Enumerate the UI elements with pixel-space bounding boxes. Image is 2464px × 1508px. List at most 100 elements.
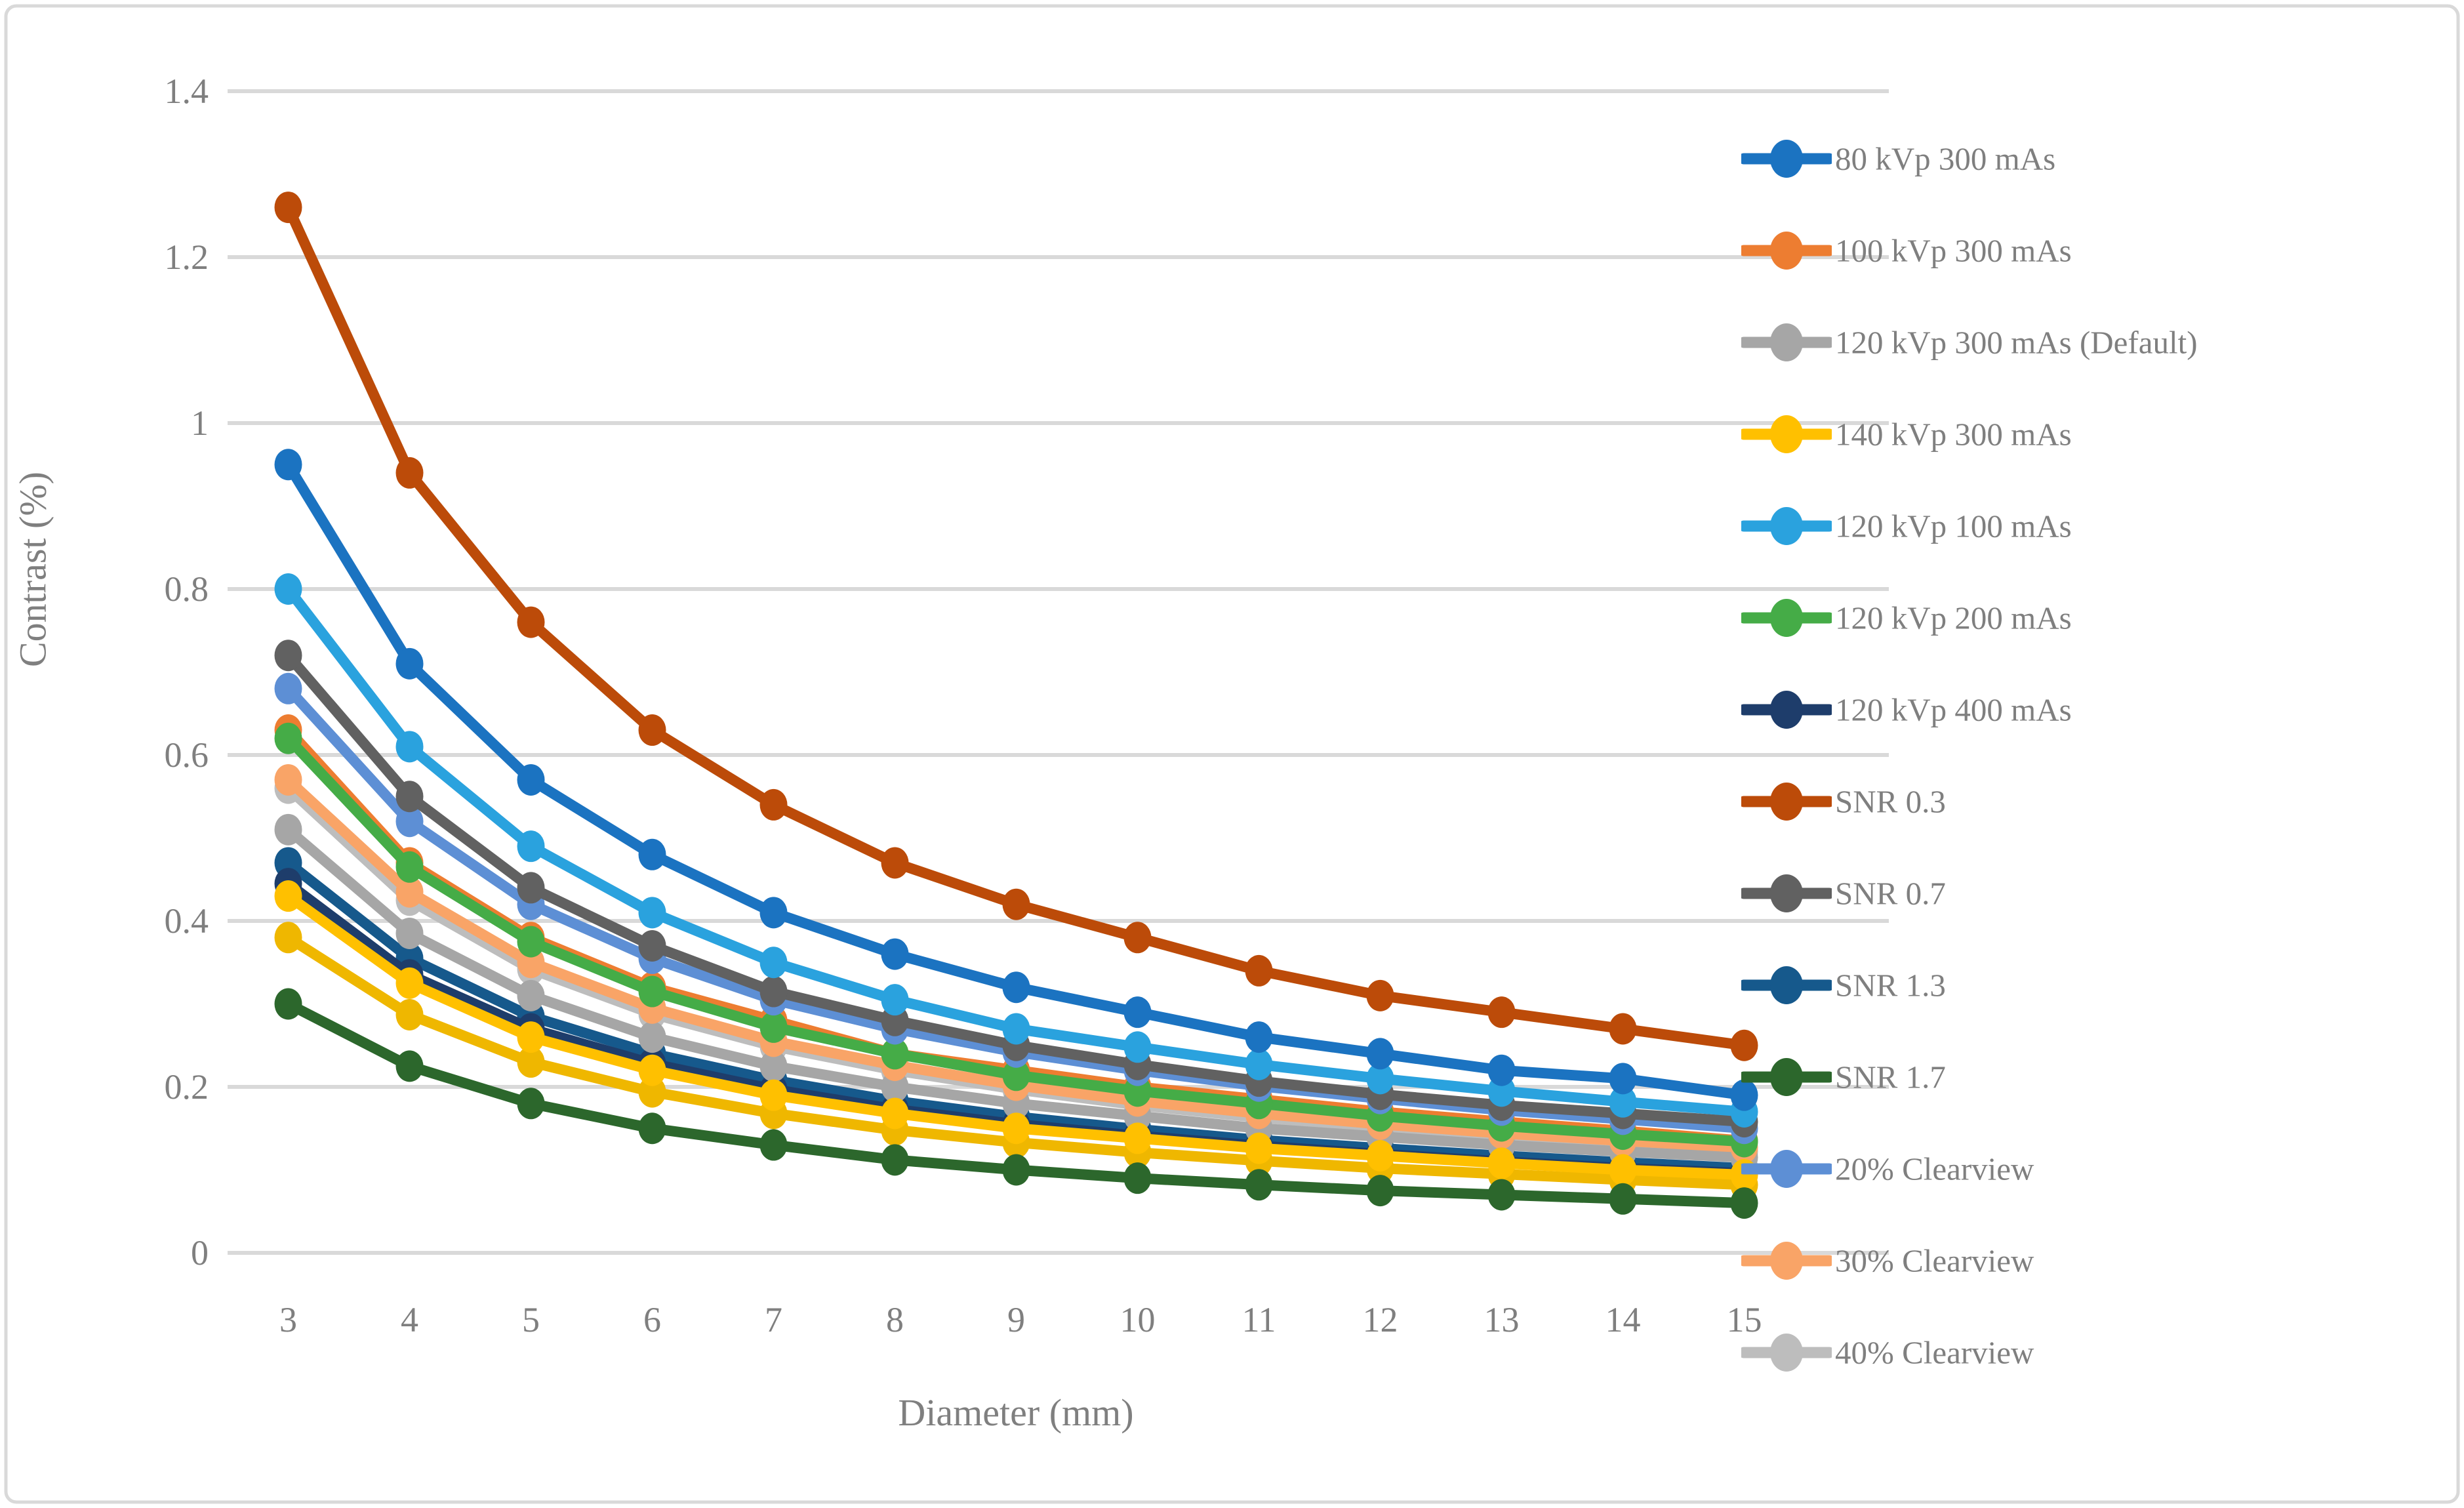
y-tick-label-1.2: 1.2 — [164, 237, 209, 277]
x-tick-label-10: 10 — [1120, 1300, 1156, 1339]
data-point — [1245, 1048, 1273, 1080]
legend-marker — [1770, 415, 1803, 453]
data-point — [759, 1079, 788, 1111]
legend-marker — [1770, 232, 1803, 270]
series-140-kvp-300-mas — [274, 880, 1758, 1191]
data-point — [759, 788, 788, 821]
data-point — [881, 1071, 909, 1103]
data-point — [517, 830, 545, 863]
legend-swatch-icon — [1741, 599, 1832, 637]
data-point — [395, 805, 424, 838]
data-point — [1002, 971, 1030, 1004]
data-point — [1123, 996, 1152, 1029]
data-point — [638, 714, 666, 746]
data-point — [1730, 1029, 1758, 1061]
x-tick-label-15: 15 — [1726, 1300, 1762, 1339]
legend-label: 120 kVp 400 mAs — [1835, 691, 2072, 728]
x-tick-label-9: 9 — [1007, 1300, 1025, 1339]
data-point — [395, 876, 424, 908]
data-point — [1366, 1063, 1394, 1095]
legend-label: 120 kVp 100 mAs — [1835, 508, 2072, 544]
data-point — [1123, 1162, 1152, 1194]
legend-swatch-icon — [1741, 966, 1832, 1004]
data-point — [881, 1097, 909, 1130]
data-point — [759, 975, 788, 1008]
x-tick-label-11: 11 — [1242, 1300, 1276, 1339]
data-point — [1366, 1175, 1394, 1207]
data-point — [638, 838, 666, 870]
legend-marker — [1770, 140, 1803, 178]
legend-label: 30% Clearview — [1835, 1242, 2034, 1279]
data-point — [517, 979, 545, 1011]
data-point — [1123, 922, 1152, 954]
legend-marker — [1770, 1334, 1803, 1372]
series-snr-1-7 — [274, 988, 1758, 1219]
data-point — [881, 984, 909, 1016]
legend-marker — [1770, 783, 1803, 821]
data-point — [1730, 1187, 1758, 1219]
legend-label: 120 kVp 200 mAs — [1835, 600, 2072, 636]
data-point — [1002, 1112, 1030, 1145]
x-tick-label-5: 5 — [522, 1300, 540, 1339]
y-tick-label-0.2: 0.2 — [164, 1067, 209, 1107]
data-point — [274, 880, 302, 912]
data-point — [395, 917, 424, 949]
legend-swatch-icon — [1741, 1242, 1832, 1280]
data-point — [1609, 1086, 1637, 1118]
data-point — [517, 606, 545, 638]
data-point — [1123, 1031, 1152, 1063]
data-point — [1487, 1054, 1516, 1086]
legend-marker — [1770, 874, 1803, 912]
y-axis-title: Contrast (%) — [11, 472, 54, 667]
data-point — [1245, 1169, 1273, 1201]
series-snr-0-3 — [274, 192, 1758, 1061]
legend-marker — [1770, 966, 1803, 1004]
y-tick-label-1.4: 1.4 — [164, 71, 209, 111]
data-point — [395, 998, 424, 1030]
data-point — [1245, 954, 1273, 987]
legend-label: 80 kVp 300 mAs — [1835, 140, 2056, 177]
data-point — [1366, 1139, 1394, 1172]
data-point — [638, 1054, 666, 1086]
data-point — [881, 847, 909, 879]
data-point — [1002, 888, 1030, 920]
legend-label: SNR 0.7 — [1835, 875, 1946, 912]
data-point — [1366, 979, 1394, 1011]
legend-swatch-icon — [1741, 140, 1832, 178]
data-point — [638, 1021, 666, 1053]
data-point — [1487, 996, 1516, 1029]
x-axis-title: Diameter (mm) — [898, 1391, 1134, 1434]
legend-swatch-icon — [1741, 1334, 1832, 1372]
data-point — [1609, 1013, 1637, 1045]
data-point — [395, 647, 424, 680]
data-point — [1487, 1147, 1516, 1179]
legend-marker — [1770, 507, 1803, 545]
legend-label: 100 kVp 300 mAs — [1835, 232, 2072, 269]
data-point — [274, 764, 302, 796]
data-point — [881, 938, 909, 970]
y-tick-label-0.4: 0.4 — [164, 901, 209, 941]
legend-swatch-icon — [1741, 507, 1832, 545]
data-point — [395, 851, 424, 883]
legend-label: SNR 1.7 — [1835, 1059, 1946, 1095]
data-point — [638, 897, 666, 929]
legend-marker — [1770, 1242, 1803, 1280]
data-point — [1609, 1154, 1637, 1186]
data-point — [517, 1021, 545, 1053]
data-point — [1245, 1132, 1273, 1164]
legend-swatch-icon — [1741, 232, 1832, 270]
legend-swatch-icon — [1741, 783, 1832, 821]
data-point — [274, 922, 302, 954]
x-tick-label-13: 13 — [1484, 1300, 1520, 1339]
data-point — [517, 1088, 545, 1120]
x-tick-label-3: 3 — [279, 1300, 297, 1339]
legend-label: SNR 1.3 — [1835, 967, 1946, 1004]
data-point — [1609, 1183, 1637, 1215]
x-tick-label-4: 4 — [401, 1300, 418, 1339]
data-point — [759, 1050, 788, 1082]
x-tick-label-14: 14 — [1605, 1300, 1641, 1339]
data-point — [881, 1144, 909, 1176]
x-tick-label-12: 12 — [1362, 1300, 1398, 1339]
data-point — [1002, 1059, 1030, 1091]
